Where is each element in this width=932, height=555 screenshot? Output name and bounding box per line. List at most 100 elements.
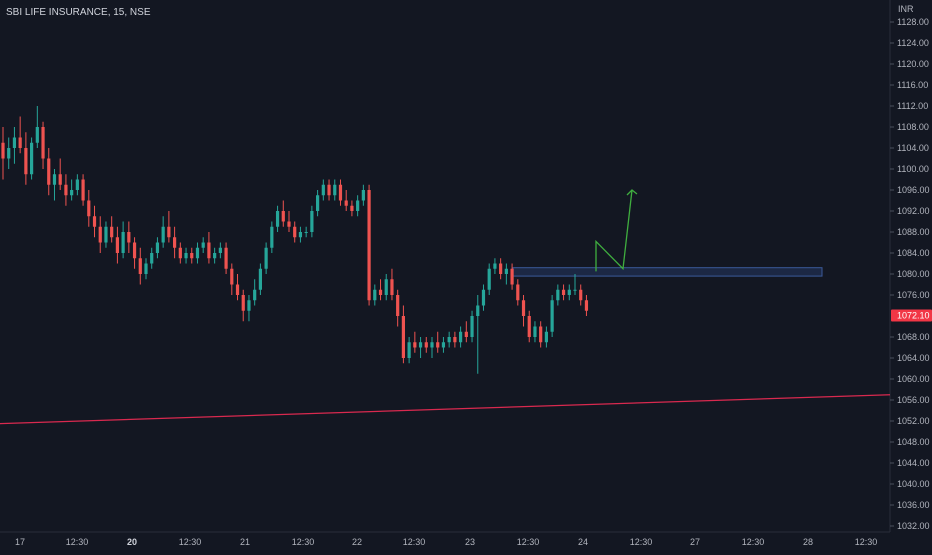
candle (373, 284, 377, 306)
x-tick-label: 22 (352, 537, 362, 547)
x-tick-label: 12:30 (517, 537, 540, 547)
candle (184, 247, 188, 264)
candle (493, 258, 497, 274)
candle (573, 274, 577, 295)
candle (310, 205, 314, 238)
candle-body (350, 205, 354, 211)
candle (384, 274, 388, 301)
candle (35, 106, 39, 148)
projection-path[interactable] (595, 189, 633, 272)
candle-body (218, 247, 222, 253)
candle (12, 127, 17, 164)
candle-body (470, 316, 474, 337)
candle (304, 226, 308, 238)
candle (298, 226, 303, 243)
candle (539, 321, 543, 348)
candle-body (504, 268, 508, 274)
candle (24, 132, 28, 185)
candle-body (367, 190, 371, 301)
candle (253, 279, 257, 306)
candle (293, 221, 297, 243)
candle (413, 331, 417, 353)
candle-body (173, 237, 177, 248)
candle-body (516, 284, 520, 301)
y-tick-label: 1112.00 (897, 101, 928, 111)
candle-body (327, 184, 331, 196)
candle (390, 268, 394, 301)
y-tick-label: 1124.00 (897, 38, 929, 48)
candle-body (373, 289, 377, 301)
candle (361, 184, 365, 206)
candle (30, 137, 34, 180)
candle (356, 195, 360, 217)
candle-body (298, 232, 303, 238)
candle (213, 247, 217, 264)
candle (264, 242, 268, 274)
candle (195, 242, 200, 264)
candle-body (35, 127, 39, 143)
candle-body (527, 316, 531, 337)
y-tick-label: 1104.00 (897, 143, 929, 153)
candle (247, 295, 251, 322)
candle-body (333, 184, 337, 196)
candle-body (378, 289, 383, 295)
candle (316, 190, 320, 217)
y-tick-label: 1100.00 (897, 164, 929, 174)
candle-body (418, 342, 423, 348)
candle-body (281, 211, 285, 222)
candle (155, 237, 160, 259)
candle-body (293, 226, 297, 238)
candle-body (87, 200, 91, 217)
candle-body (310, 211, 314, 232)
y-tick-label: 1052.00 (897, 416, 930, 426)
candle (287, 211, 291, 232)
candle (167, 211, 171, 243)
support-zone[interactable] (512, 267, 823, 277)
y-tick-label: 1076.00 (897, 290, 930, 300)
candle (41, 121, 45, 169)
x-tick-label: 24 (578, 537, 588, 547)
trendline[interactable] (0, 394, 891, 425)
y-tick-label: 1056.00 (897, 395, 930, 405)
candle (98, 216, 102, 253)
candle (207, 232, 211, 264)
candle-body (338, 184, 343, 201)
candle (424, 337, 428, 353)
candle-body (579, 289, 583, 301)
candle-body (75, 179, 79, 190)
candle (453, 331, 457, 348)
candle-body (567, 289, 571, 295)
candle-body (384, 279, 388, 295)
candle-body (104, 226, 108, 243)
candle-body (132, 242, 137, 259)
candle-body (413, 342, 417, 348)
candle (396, 289, 400, 327)
x-tick-label: 17 (15, 537, 25, 547)
candle (499, 258, 503, 280)
candle (201, 237, 205, 253)
candle (459, 326, 463, 348)
candle-body (190, 253, 194, 259)
candle (556, 284, 560, 306)
candle (47, 148, 51, 196)
candle-body (390, 279, 394, 295)
candle (464, 321, 468, 343)
candle-body (47, 158, 51, 185)
candle (115, 226, 119, 264)
candle (430, 337, 434, 358)
candle-body (115, 237, 119, 253)
x-tick-label: 12:30 (630, 537, 653, 547)
candle-body (127, 232, 131, 243)
y-tick-label: 1080.00 (897, 269, 930, 279)
candle-body (361, 190, 365, 201)
candle-body (464, 331, 468, 337)
candle-body (224, 247, 228, 269)
candle (64, 174, 68, 206)
candle (150, 247, 154, 269)
candle (87, 190, 91, 227)
candle-body (533, 326, 537, 337)
y-tick-label: 1096.00 (897, 185, 930, 195)
candle-body (321, 184, 325, 196)
